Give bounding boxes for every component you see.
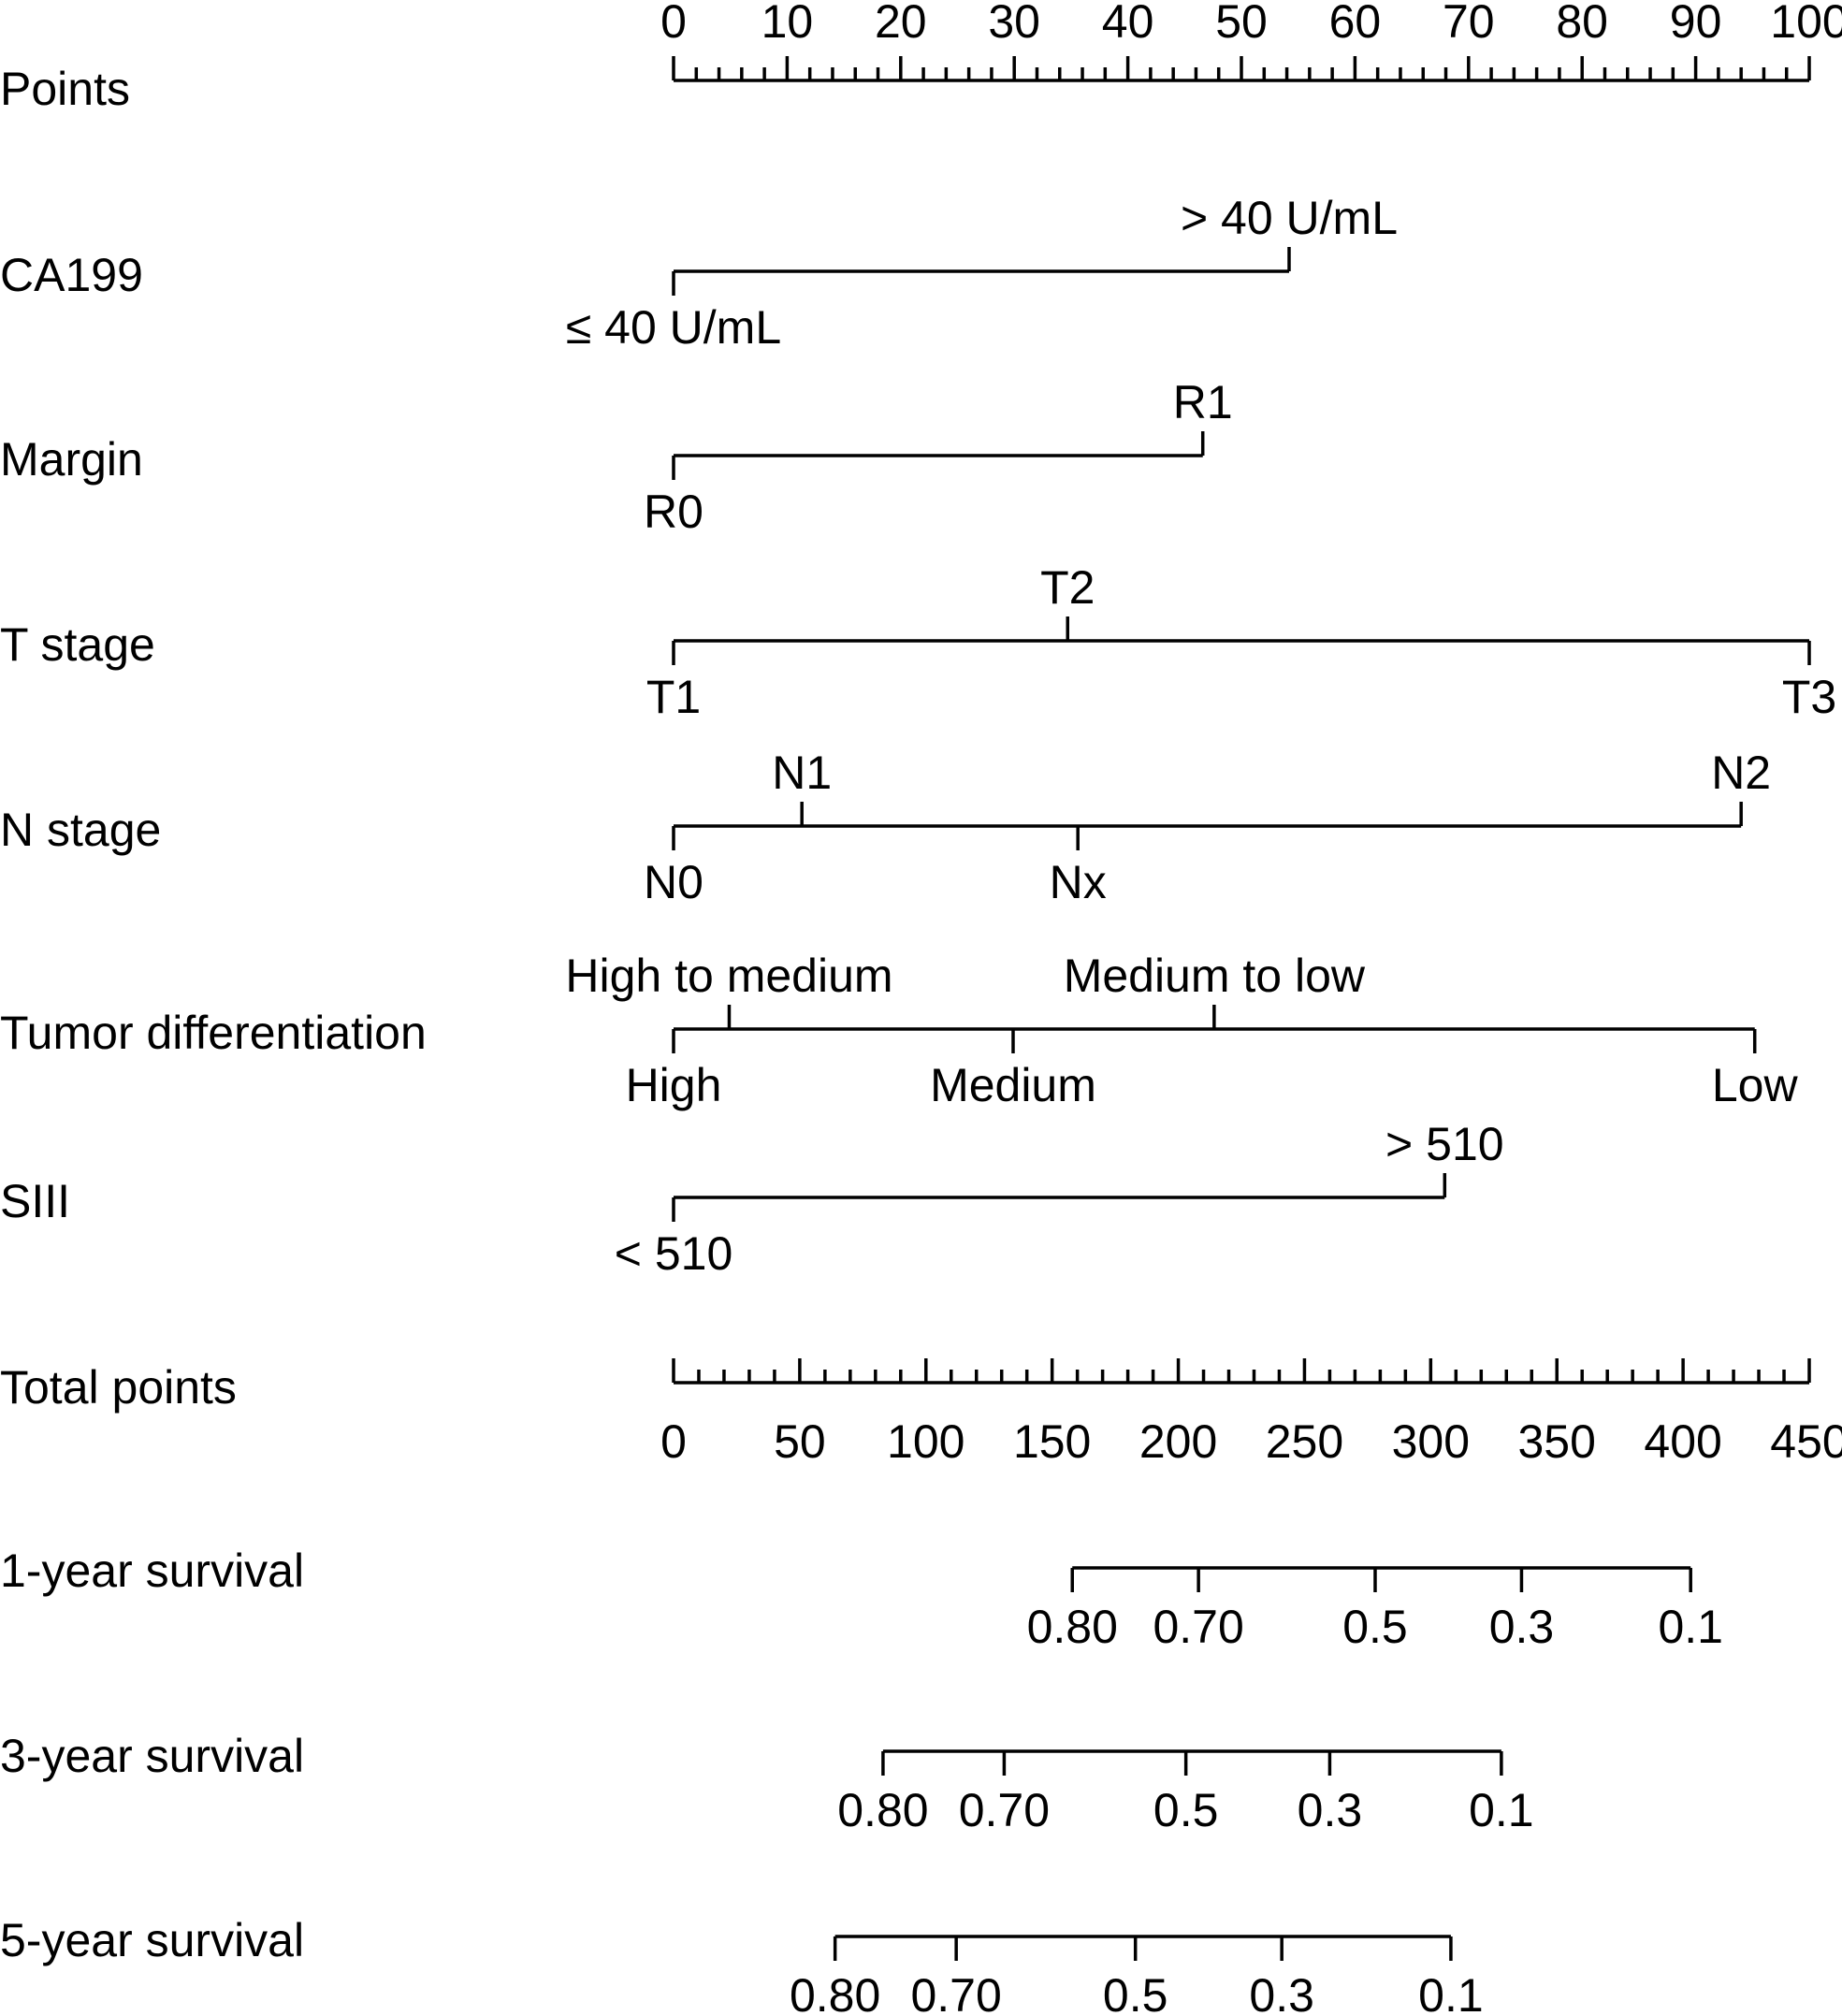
- survival-tick-label: 0.5: [1153, 1784, 1219, 1836]
- points-axis-label: Points: [0, 63, 130, 115]
- row-label-5-year-survival: 5-year survival: [0, 1914, 304, 1966]
- points-tick-label: 0: [660, 0, 687, 48]
- level-label: T1: [646, 671, 701, 723]
- survival-tick-label: 0.5: [1103, 1969, 1168, 2016]
- total-tick-label: 100: [887, 1415, 965, 1468]
- row-label-3-year-survival: 3-year survival: [0, 1730, 304, 1782]
- level-label: High to medium: [565, 950, 892, 1002]
- total-tick-label: 300: [1392, 1415, 1470, 1468]
- level-label: N2: [1711, 747, 1771, 799]
- total-points-axis-label: Total points: [0, 1361, 237, 1414]
- survival-tick-label: 0.3: [1489, 1601, 1555, 1653]
- points-tick-label: 20: [875, 0, 927, 48]
- points-tick-label: 90: [1670, 0, 1722, 48]
- points-tick-label: 40: [1102, 0, 1154, 48]
- row-label-margin: Margin: [0, 433, 143, 486]
- level-label: T3: [1782, 671, 1836, 723]
- total-tick-label: 150: [1013, 1415, 1091, 1468]
- points-tick-label: 80: [1556, 0, 1608, 48]
- row-label-ca199: CA199: [0, 249, 143, 301]
- row-label-tumor-differentiation: Tumor differentiation: [0, 1007, 427, 1059]
- survival-tick-label: 0.3: [1298, 1784, 1363, 1836]
- level-label: High: [626, 1059, 722, 1111]
- survival-tick-label: 0.3: [1249, 1969, 1314, 2016]
- total-tick-label: 450: [1770, 1415, 1842, 1468]
- points-tick-label: 10: [761, 0, 814, 48]
- level-label: < 510: [615, 1227, 733, 1280]
- row-label-siii: SIII: [0, 1175, 70, 1227]
- row-label-1-year-survival: 1-year survival: [0, 1545, 304, 1597]
- points-tick-label: 30: [988, 0, 1040, 48]
- total-tick-label: 0: [660, 1415, 687, 1468]
- level-label: Low: [1712, 1059, 1799, 1111]
- points-tick-label: 70: [1443, 0, 1495, 48]
- survival-tick-label: 0.70: [959, 1784, 1050, 1836]
- total-tick-label: 350: [1518, 1415, 1596, 1468]
- level-label: N1: [772, 747, 832, 799]
- level-label: Nx: [1050, 856, 1107, 908]
- total-tick-label: 200: [1139, 1415, 1217, 1468]
- total-tick-label: 400: [1644, 1415, 1721, 1468]
- points-tick-label: 60: [1329, 0, 1382, 48]
- survival-tick-label: 0.70: [910, 1969, 1001, 2016]
- survival-tick-label: 0.1: [1469, 1784, 1534, 1836]
- level-label: R0: [644, 486, 703, 538]
- points-tick-label: 100: [1770, 0, 1842, 48]
- level-label: T2: [1040, 561, 1095, 614]
- level-label: ≤ 40 U/mL: [566, 301, 781, 354]
- survival-tick-label: 0.5: [1342, 1601, 1408, 1653]
- level-label: R1: [1173, 376, 1233, 428]
- level-label: Medium: [930, 1059, 1096, 1111]
- row-label-t-stage: T stage: [0, 618, 155, 671]
- row-label-n-stage: N stage: [0, 804, 161, 856]
- level-label: > 40 U/mL: [1181, 192, 1398, 244]
- level-label: N0: [644, 856, 703, 908]
- survival-tick-label: 0.1: [1418, 1969, 1484, 2016]
- level-label: Medium to low: [1064, 950, 1366, 1002]
- survival-tick-label: 0.80: [790, 1969, 880, 2016]
- survival-tick-label: 0.70: [1153, 1601, 1243, 1653]
- total-tick-label: 50: [774, 1415, 826, 1468]
- survival-tick-label: 0.80: [1027, 1601, 1118, 1653]
- level-label: > 510: [1385, 1118, 1504, 1170]
- points-tick-label: 50: [1215, 0, 1268, 48]
- survival-tick-label: 0.80: [837, 1784, 928, 1836]
- total-tick-label: 250: [1266, 1415, 1343, 1468]
- survival-tick-label: 0.1: [1658, 1601, 1723, 1653]
